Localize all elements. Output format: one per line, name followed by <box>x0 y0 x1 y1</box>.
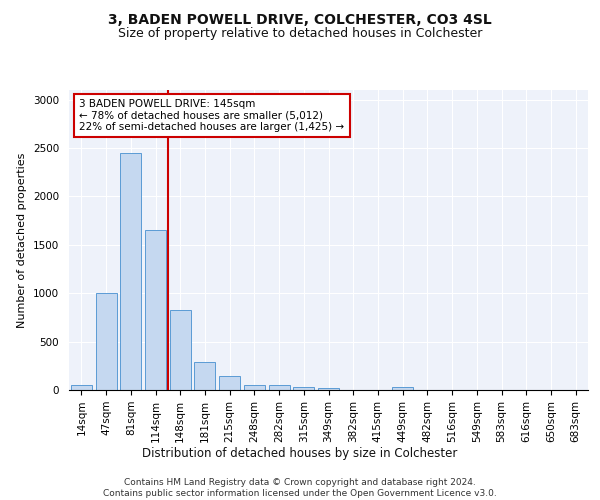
Bar <box>145 230 166 390</box>
Bar <box>219 376 240 390</box>
Y-axis label: Number of detached properties: Number of detached properties <box>17 152 28 328</box>
Bar <box>293 386 314 390</box>
Bar <box>318 388 339 390</box>
Text: Contains HM Land Registry data © Crown copyright and database right 2024.
Contai: Contains HM Land Registry data © Crown c… <box>103 478 497 498</box>
Bar <box>71 384 92 390</box>
Bar <box>120 153 141 390</box>
Bar <box>194 362 215 390</box>
Text: Distribution of detached houses by size in Colchester: Distribution of detached houses by size … <box>142 448 458 460</box>
Text: Size of property relative to detached houses in Colchester: Size of property relative to detached ho… <box>118 28 482 40</box>
Text: 3, BADEN POWELL DRIVE, COLCHESTER, CO3 4SL: 3, BADEN POWELL DRIVE, COLCHESTER, CO3 4… <box>108 12 492 26</box>
Bar <box>170 310 191 390</box>
Bar <box>95 293 116 390</box>
Bar <box>392 387 413 390</box>
Bar <box>269 385 290 390</box>
Bar <box>244 384 265 390</box>
Text: 3 BADEN POWELL DRIVE: 145sqm
← 78% of detached houses are smaller (5,012)
22% of: 3 BADEN POWELL DRIVE: 145sqm ← 78% of de… <box>79 99 344 132</box>
